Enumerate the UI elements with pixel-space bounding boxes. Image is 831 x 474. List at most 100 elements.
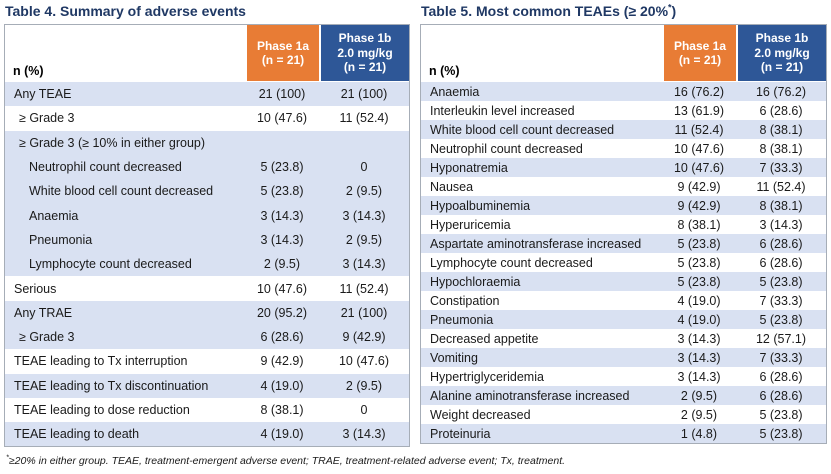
value-phase1a: 9 (42.9) <box>677 179 721 194</box>
row-label: Hypertriglyceridemia <box>430 369 544 384</box>
row-label: Pneumonia <box>29 232 93 247</box>
table-row: Alanine aminotransferase increased 2 (9.5… <box>421 386 826 405</box>
value-phase1b: 6 (28.6) <box>759 103 803 118</box>
row-label: Neutrophil count decreased <box>430 141 583 156</box>
value-phase1a: 5 (23.8) <box>260 184 304 199</box>
row-label: Hyponatremia <box>430 160 508 175</box>
value-phase1b: 6 (28.6) <box>759 236 803 251</box>
value-phase1b: 0 <box>360 403 368 417</box>
value-phase1b: 3 (14.3) <box>759 217 803 232</box>
row-label: White blood cell count decreased <box>29 184 214 199</box>
value-phase1a: 1 (4.8) <box>680 426 718 441</box>
row-label: Serious <box>14 281 57 296</box>
value-phase1b: 2 (9.5) <box>345 232 383 247</box>
table-row: TEAE leading to Tx interruption 9 (42.9) 1… <box>5 349 409 374</box>
value-phase1a: 2 (9.5) <box>263 257 301 272</box>
table-row: White blood cell count decreased 5 (23.8)… <box>5 179 409 204</box>
value-phase1b: 8 (38.1) <box>759 141 803 156</box>
value-phase1a: 11 (52.4) <box>674 122 724 137</box>
value-phase1b: 12 (57.1) <box>755 331 807 346</box>
value-phase1a: 16 (76.2) <box>673 84 725 99</box>
table5-title-main: Table 5. Most common TEAEs (≥ 20% <box>421 3 669 19</box>
value-phase1b: 5 (23.8) <box>759 274 803 289</box>
row-label: Lymphocyte count decreased <box>430 255 593 270</box>
row-label: Aspartate aminotransferase increased <box>430 236 642 251</box>
value-phase1b: 8 (38.1) <box>759 122 803 137</box>
value-phase1a: 4 (19.0) <box>260 378 304 393</box>
row-label: Any TRAE <box>14 305 73 320</box>
value-phase1a: 8 (38.1) <box>677 217 721 232</box>
value-phase1a: 21 (100) <box>258 87 306 102</box>
row-label: Any TEAE <box>14 87 72 102</box>
row-label: Interleukin level increased <box>430 103 575 118</box>
table5-corner-label: n (%) <box>429 64 460 78</box>
value-phase1a: 20 (95.2) <box>256 305 308 320</box>
table4-title: Table 4. Summary of adverse events <box>5 3 246 19</box>
value-phase1a: 8 (38.1) <box>260 403 304 417</box>
table-row: Lymphocyte count decreased 2 (9.5) 3 (14.3… <box>5 252 409 277</box>
row-label: TEAE leading to Tx interruption <box>14 354 188 369</box>
footnote: *≥20% in either group. TEAE, treatment-e… <box>6 452 565 467</box>
row-label: Decreased appetite <box>430 331 539 346</box>
table-row: Neutrophil count decreased 10 (47.6) 8 (38… <box>421 139 826 158</box>
value-phase1b: 7 (33.3) <box>759 160 803 175</box>
value-phase1b: 10 (47.6) <box>338 354 390 369</box>
row-label: ≥ Grade 3 <box>19 330 75 345</box>
value-phase1b: 11 (52.4) <box>339 111 389 126</box>
value-phase1a: 3 (14.3) <box>260 208 304 223</box>
value-phase1a: 13 (61.9) <box>673 103 725 118</box>
table5: n (%) Phase 1a (n = 21) Phase 1b 2.0 mg/… <box>420 24 827 444</box>
table-row: Hypoalbuminemia 9 (42.9) 8 (38.1) <box>421 196 826 215</box>
value-phase1a: 5 (23.8) <box>677 255 721 270</box>
value-phase1b: 21 (100) <box>340 305 388 320</box>
value-phase1b: 2 (9.5) <box>345 378 383 393</box>
table5-title-close: ) <box>671 3 677 19</box>
table-row: Pneumonia 4 (19.0) 5 (23.8) <box>421 310 826 329</box>
table4: n (%) Phase 1a (n = 21) Phase 1b 2.0 mg/… <box>4 24 410 448</box>
table-row: ≥ Grade 3 6 (28.6) 9 (42.9) <box>5 324 409 350</box>
table5-col-phase1a: Phase 1a (n = 21) <box>662 25 736 81</box>
table-row: Proteinuria 1 (4.8) 5 (23.8) <box>421 424 826 443</box>
table-row: Hypochloraemia 5 (23.8) 5 (23.8) <box>421 272 826 291</box>
row-label: Constipation <box>430 293 500 308</box>
value-phase1b: 9 (42.9) <box>342 330 386 345</box>
table-row: Hyponatremia 10 (47.6) 7 (33.3) <box>421 158 826 177</box>
row-label: Alanine aminotransferase increased <box>430 388 630 403</box>
row-label: Vomiting <box>430 350 478 365</box>
value-phase1b: 3 (14.3) <box>342 427 386 442</box>
table-row: TEAE leading to dose reduction 8 (38.1) 0 <box>5 397 409 423</box>
value-phase1a: 5 (23.8) <box>677 236 721 251</box>
value-phase1a: 3 (14.3) <box>260 232 304 247</box>
row-label: Anaemia <box>29 208 79 223</box>
row-label: Lymphocyte count decreased <box>29 257 192 272</box>
table-row: Anaemia 3 (14.3) 3 (14.3) <box>5 203 409 228</box>
value-phase1b: 21 (100) <box>340 87 388 102</box>
table-row: Weight decreased 2 (9.5) 5 (23.8) <box>421 405 826 424</box>
table-row: Serious 10 (47.6) 11 (52.4) <box>5 276 409 301</box>
table4-header-row: n (%) Phase 1a (n = 21) Phase 1b 2.0 mg/… <box>5 25 409 82</box>
table-row: Anaemia 16 (76.2) 16 (76.2) <box>421 82 826 101</box>
table-row: Lymphocyte count decreased 5 (23.8) 6 (28.… <box>421 253 826 272</box>
value-phase1a: 3 (14.3) <box>677 350 721 365</box>
table-row: Aspartate aminotransferase increased 5 (2… <box>421 234 826 253</box>
row-label: ≥ Grade 3 (≥ 10% in either group) <box>19 135 206 150</box>
value-phase1a: 4 (19.0) <box>260 427 304 442</box>
footnote-asterisk: * <box>6 452 9 462</box>
value-phase1a: 10 (47.6) <box>673 160 725 175</box>
table4-col-phase1a: Phase 1a (n = 21) <box>245 25 319 81</box>
row-label: TEAE leading to death <box>14 427 140 442</box>
table-row: White blood cell count decreased 11 (52.4… <box>421 120 826 139</box>
table-row: ≥ Grade 3 (≥ 10% in either group) <box>5 130 409 155</box>
value-phase1a: 6 (28.6) <box>260 330 304 345</box>
table-row: TEAE leading to death 4 (19.0) 3 (14.3) <box>5 422 409 447</box>
table5-block: Table 5. Most common TEAEs (≥ 20%*) n (%… <box>420 2 827 444</box>
row-label: White blood cell count decreased <box>430 122 615 137</box>
table-row: Hyperuricemia 8 (38.1) 3 (14.3) <box>421 215 826 234</box>
table-row: Nausea 9 (42.9) 11 (52.4) <box>421 177 826 196</box>
row-label: ≥ Grade 3 <box>19 111 75 126</box>
value-phase1a: 4 (19.0) <box>677 312 721 327</box>
value-phase1b: 2 (9.5) <box>345 184 383 199</box>
table4-corner-label: n (%) <box>13 64 44 78</box>
value-phase1a: 5 (23.8) <box>677 274 721 289</box>
table4-block: Table 4. Summary of adverse events n (%)… <box>4 2 410 448</box>
